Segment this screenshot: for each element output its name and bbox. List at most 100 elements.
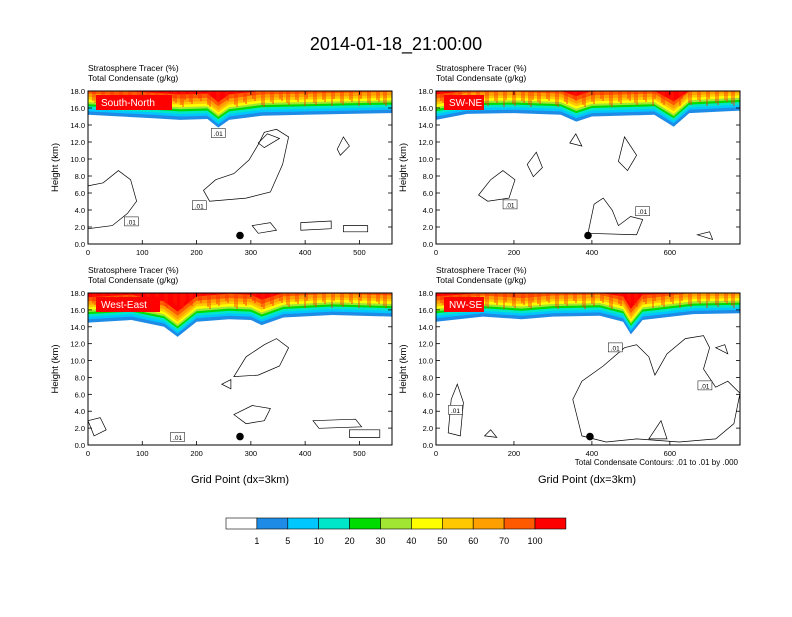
x-tick-label: 400 <box>586 248 599 257</box>
panel-south-north: Stratosphere Tracer (%)Total Condensate … <box>50 63 393 257</box>
panel-west-east: Stratosphere Tracer (%)Total Condensate … <box>50 265 393 458</box>
y-tick-label: 18.0 <box>418 289 433 298</box>
panel-name-bg <box>96 297 160 312</box>
y-tick-label: 18.0 <box>70 87 85 96</box>
location-marker <box>236 231 244 240</box>
panel-name-bg <box>444 297 484 312</box>
condensate-contour-3 <box>300 220 332 231</box>
panel-title-condensate: Total Condensate (g/kg) <box>88 275 178 285</box>
condensate-contour-2 <box>312 418 363 429</box>
y-tick-label: 8.0 <box>75 373 85 382</box>
figure-title: 2014-01-18_21:00:00 <box>310 34 482 55</box>
colorbar-label-2: 10 <box>314 536 324 546</box>
condensate-contour-2 <box>251 222 278 234</box>
y-tick-label: 10.0 <box>418 357 433 366</box>
y-tick-label: 12.0 <box>418 138 433 147</box>
y-tick-label: 14.0 <box>70 121 85 130</box>
panel-title-tracer: Stratosphere Tracer (%) <box>88 265 179 275</box>
condensate-contour-2 <box>587 197 644 236</box>
y-tick-label: 10.0 <box>70 155 85 164</box>
x-tick-label: 0 <box>434 248 438 257</box>
y-tick-label: 4.0 <box>75 407 85 416</box>
tracer-band-9 <box>88 293 392 312</box>
panel-name: NW-SE <box>449 300 482 311</box>
tracer-band-8 <box>436 293 740 314</box>
y-tick-label: 8.0 <box>75 172 85 181</box>
y-tick-label: 14.0 <box>418 121 433 130</box>
colorbar-swatch-2 <box>287 517 319 530</box>
contour-label-box <box>170 432 185 442</box>
contour-label-box <box>608 342 623 353</box>
colorbar-label-3: 20 <box>345 536 355 546</box>
y-tick-label: 14.0 <box>418 323 433 332</box>
colorbar-label-4: 30 <box>375 536 385 546</box>
panel-name: SW-NE <box>449 98 482 109</box>
colorbar-swatch-6 <box>411 517 443 530</box>
y-tick-label: 16.0 <box>418 104 433 113</box>
contour-label-box <box>502 199 518 210</box>
location-marker <box>584 231 592 240</box>
contour-label-box <box>635 206 650 216</box>
condensate-contour-4 <box>618 136 638 172</box>
condensate-contour-1 <box>447 383 464 437</box>
y-tick-label: 8.0 <box>423 172 433 181</box>
colorbar-swatch-4 <box>349 517 381 530</box>
condensate-contour-0 <box>572 335 741 443</box>
y-axis-label: Height (km) <box>50 143 61 192</box>
y-tick-label: 6.0 <box>75 390 85 399</box>
x-tick-label: 100 <box>136 248 149 257</box>
y-tick-label: 18.0 <box>418 87 433 96</box>
y-axis-label: Height (km) <box>50 344 61 393</box>
contour-label-box <box>448 405 463 415</box>
condensate-contour-0 <box>478 170 516 202</box>
condensate-contour-4 <box>221 379 232 390</box>
condensate-contour-3 <box>569 133 583 147</box>
condensate-contour-5 <box>696 231 714 240</box>
y-tick-label: 18.0 <box>70 289 85 298</box>
condensate-contour-0 <box>233 338 290 377</box>
colorbar-swatch-9 <box>503 517 536 530</box>
panel-title-condensate: Total Condensate (g/kg) <box>436 275 526 285</box>
panel-title-tracer: Stratosphere Tracer (%) <box>88 63 179 73</box>
condensate-contour-1 <box>233 405 271 425</box>
contour-label-0: .01 <box>506 202 515 209</box>
condensate-contour-5 <box>257 133 281 149</box>
plot-frame <box>87 90 393 245</box>
x-tick-label: 200 <box>190 449 203 458</box>
condensate-contour-0 <box>203 128 289 202</box>
x-tick-label: 400 <box>299 449 312 458</box>
y-tick-label: 16.0 <box>70 306 85 315</box>
condensate-contour-3 <box>483 429 498 438</box>
x-tick-label: 300 <box>245 449 258 458</box>
x-tick-label: 400 <box>586 449 599 458</box>
x-tick-label: 200 <box>508 449 521 458</box>
colorbar-label-8: 70 <box>499 536 509 546</box>
y-tick-label: 12.0 <box>70 340 85 349</box>
contour-label-0: .01 <box>451 408 460 415</box>
panel-name: South-North <box>101 98 155 109</box>
y-tick-label: 2.0 <box>423 223 433 232</box>
colorbar-label-0: 1 <box>254 536 259 546</box>
y-tick-label: 4.0 <box>423 407 433 416</box>
x-axis-label-left: Grid Point (dx=3km) <box>191 474 289 486</box>
panel-title-tracer: Stratosphere Tracer (%) <box>436 63 527 73</box>
y-tick-label: 4.0 <box>423 206 433 215</box>
contour-label-1: .01 <box>638 209 647 216</box>
x-tick-label: 600 <box>664 449 677 458</box>
condensate-contour-4 <box>714 344 729 355</box>
colorbar-swatch-7 <box>441 517 474 530</box>
x-tick-label: 0 <box>434 449 438 458</box>
y-tick-label: 2.0 <box>75 223 85 232</box>
y-tick-label: 16.0 <box>418 306 433 315</box>
location-marker <box>236 432 244 441</box>
panel-title-tracer: Stratosphere Tracer (%) <box>436 265 527 275</box>
contour-label-2: .01 <box>700 383 709 390</box>
colorbar-swatch-0 <box>225 517 258 530</box>
condensate-contour-2 <box>648 419 668 440</box>
colorbar-label-9: 100 <box>527 536 542 546</box>
contour-footnote: Total Condensate Contours: .01 to .01 by… <box>575 458 739 467</box>
location-marker <box>586 432 594 441</box>
plot-frame <box>435 292 741 446</box>
y-tick-label: 2.0 <box>423 424 433 433</box>
